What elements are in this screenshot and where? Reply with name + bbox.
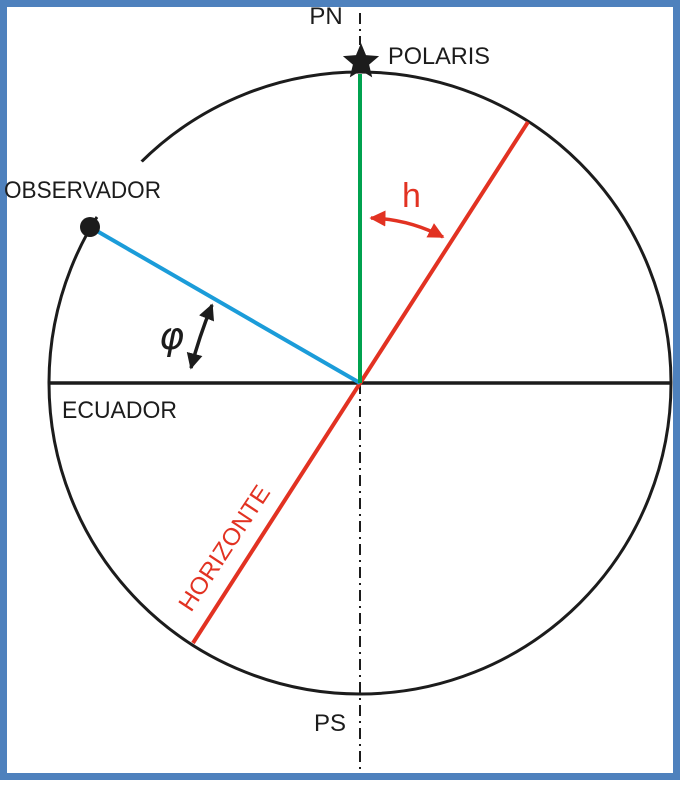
polaris-label: POLARIS: [388, 43, 490, 70]
latitude-angle-label: φ: [159, 314, 184, 358]
altitude-angle-arrow: [369, 210, 445, 239]
observer-dot: [80, 217, 100, 237]
latitude-angle-arrow: [186, 303, 215, 370]
polaris-star-icon: [342, 43, 380, 78]
pn-label: PN: [309, 3, 342, 30]
observer-radius-line: [88, 225, 362, 385]
altitude-angle-label: h: [402, 177, 421, 215]
ps-label: PS: [314, 710, 346, 737]
circle-gap-mask: [91, 156, 147, 222]
observer-label: OBSERVADOR: [4, 177, 161, 204]
equator-label: ECUADOR: [62, 397, 177, 424]
